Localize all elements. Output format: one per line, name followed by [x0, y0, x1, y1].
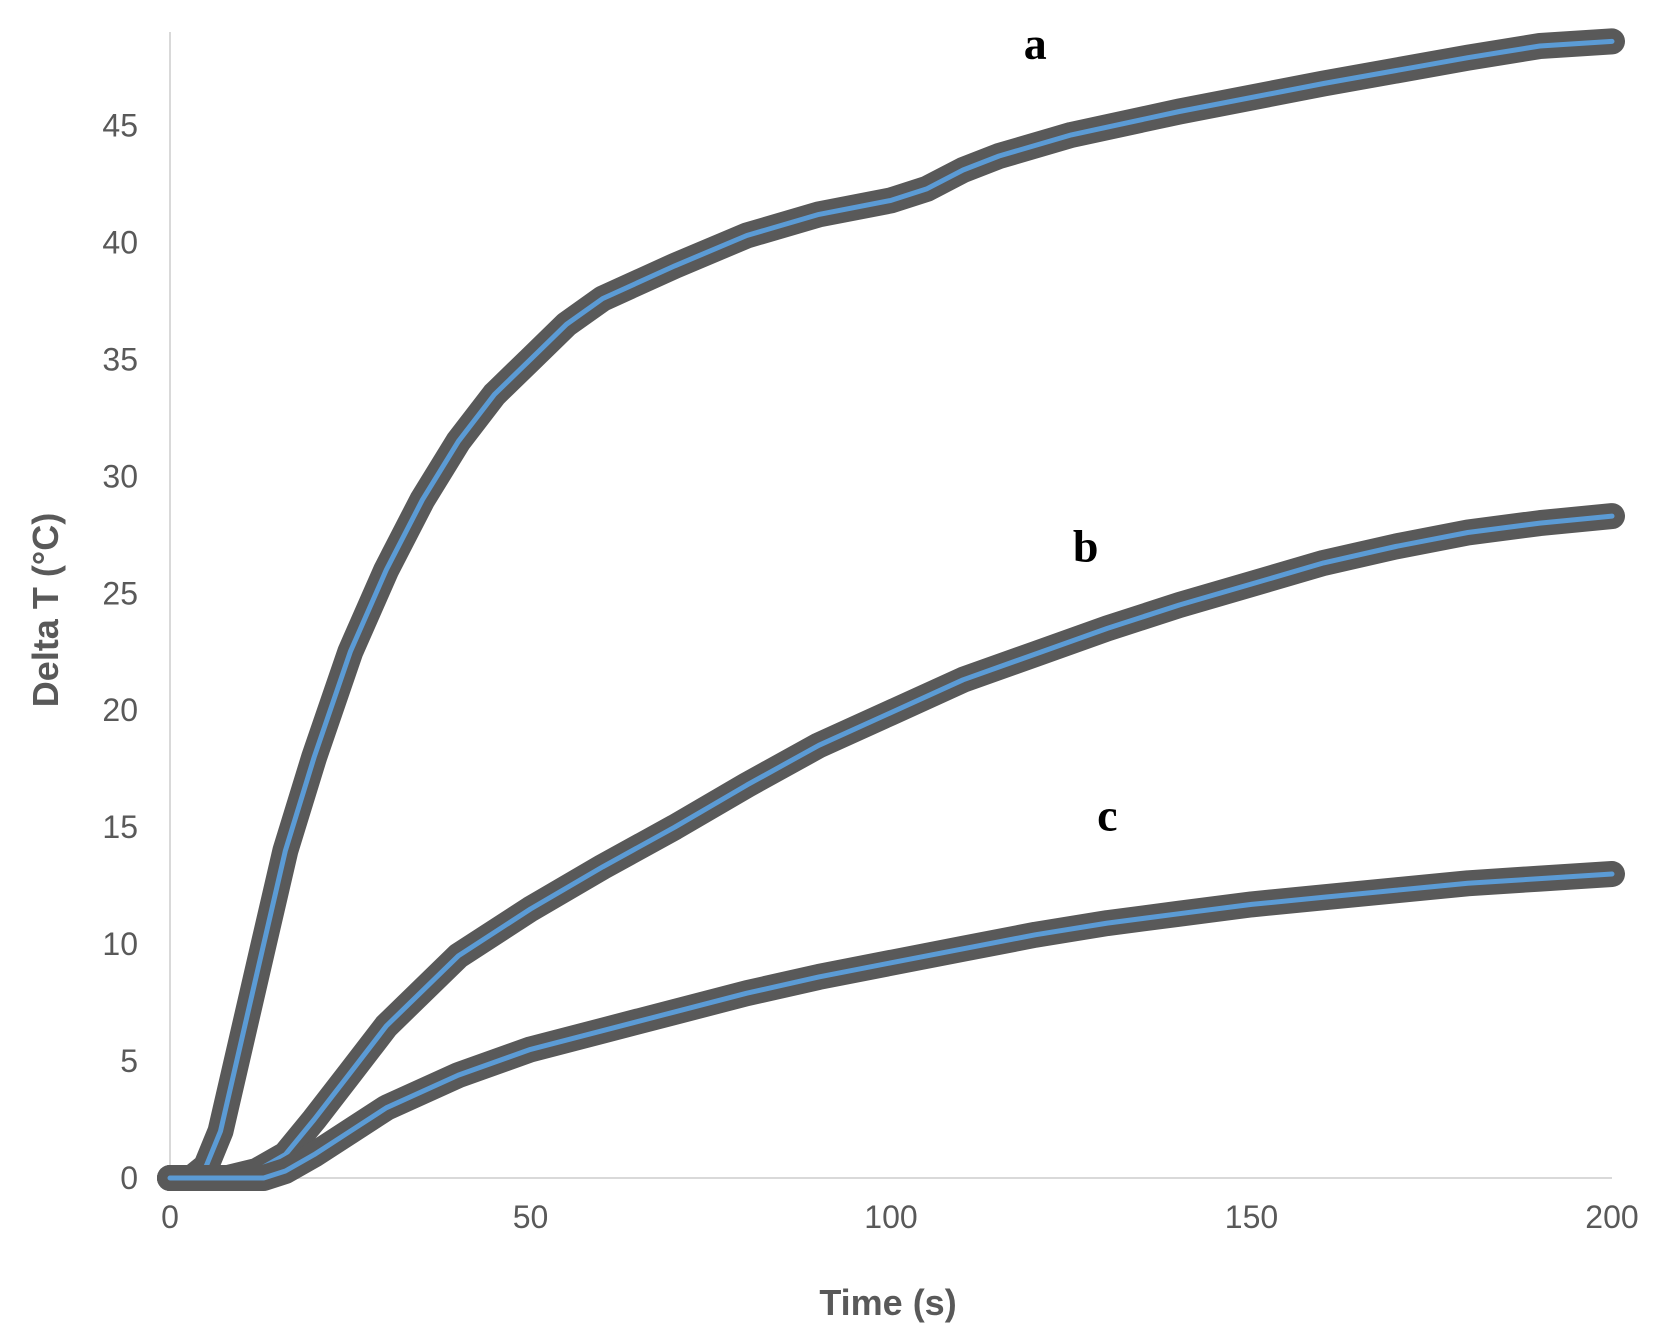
- series-c-fit-line: [167, 871, 1615, 1181]
- y-tick-label: 0: [120, 1160, 138, 1196]
- y-tick-label: 25: [102, 575, 138, 611]
- series-a-fit-line: [167, 38, 1615, 1181]
- series-b-data-band: [157, 503, 1625, 1191]
- x-axis-title: Time (s): [819, 1282, 956, 1323]
- series-a-data-band: [157, 28, 1625, 1191]
- series-b-label: b: [1073, 521, 1099, 572]
- series-layer: [157, 28, 1625, 1191]
- y-tick-label: 30: [102, 458, 138, 494]
- y-tick-label: 5: [120, 1043, 138, 1079]
- x-tick-label: 200: [1585, 1199, 1638, 1235]
- x-tick-label: 0: [161, 1199, 179, 1235]
- series-b-fit-line: [167, 513, 1615, 1181]
- y-tick-label: 35: [102, 341, 138, 377]
- y-tick-label: 20: [102, 692, 138, 728]
- y-tick-label: 40: [102, 224, 138, 260]
- labels-layer: a b c: [1024, 18, 1118, 841]
- y-tick-label: 45: [102, 108, 138, 144]
- y-tick-label: 10: [102, 926, 138, 962]
- x-tick-label: 100: [864, 1199, 917, 1235]
- x-tick-label: 50: [513, 1199, 549, 1235]
- series-c-label: c: [1097, 790, 1117, 841]
- series-a-label: a: [1024, 18, 1047, 69]
- x-tick-label: 150: [1225, 1199, 1278, 1235]
- y-axis-title: Delta T (°C): [25, 513, 66, 707]
- y-tick-label: 15: [102, 809, 138, 845]
- axes-layer: 0 50 100 150 200 0 5 10 15 20 25 30 35 40 45: [102, 32, 1639, 1235]
